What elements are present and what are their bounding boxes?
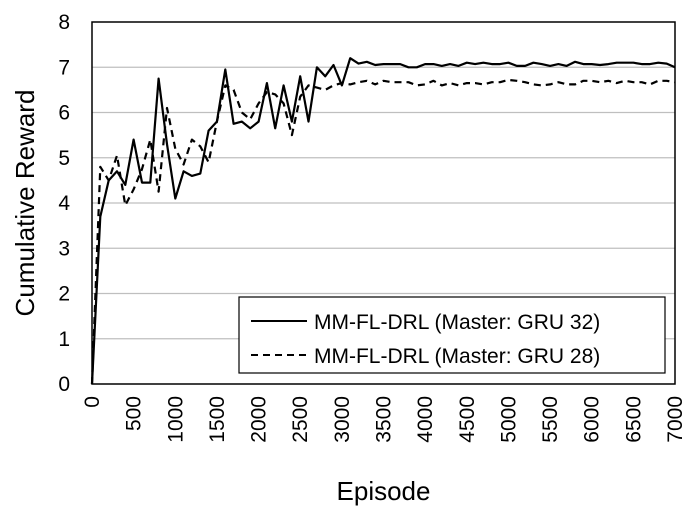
y-tick-label: 6 bbox=[58, 102, 70, 125]
y-tick-label: 2 bbox=[58, 283, 70, 306]
x-tick-label: 2000 bbox=[248, 396, 271, 443]
x-tick-label: 3000 bbox=[331, 396, 354, 443]
x-tick-label: 1000 bbox=[164, 396, 187, 443]
x-tick-label: 3500 bbox=[373, 396, 396, 443]
y-tick-label: 4 bbox=[58, 192, 70, 215]
y-tick-label: 3 bbox=[58, 237, 70, 260]
y-tick-label: 1 bbox=[58, 328, 70, 351]
x-axis-ticks: 0 500 1000 1500 2000 2500 3000 3500 4000 4500 5000… bbox=[81, 396, 687, 443]
y-axis-title: Cumulative Reward bbox=[10, 90, 40, 317]
legend-label-gru32: MM-FL-DRL (Master: GRU 32) bbox=[314, 311, 600, 334]
legend-label-gru28: MM-FL-DRL (Master: GRU 28) bbox=[314, 345, 600, 368]
y-tick-label: 7 bbox=[58, 56, 70, 79]
x-tick-label: 6500 bbox=[622, 396, 645, 443]
x-tick-label: 500 bbox=[123, 396, 146, 431]
legend: MM-FL-DRL (Master: GRU 32) MM-FL-DRL (Ma… bbox=[238, 296, 666, 374]
x-tick-label: 6000 bbox=[581, 396, 604, 443]
y-tick-label: 8 bbox=[58, 11, 70, 34]
plot-area-frame bbox=[91, 21, 676, 385]
x-axis-title: Episode bbox=[337, 476, 431, 506]
x-tick-label: 5500 bbox=[539, 396, 562, 443]
x-tick-label: 7000 bbox=[664, 396, 687, 443]
y-axis-ticks: 0 1 2 3 4 5 6 7 8 bbox=[58, 11, 70, 396]
gridlines bbox=[92, 66, 675, 340]
x-tick-label: 5000 bbox=[497, 396, 520, 443]
x-tick-label: 1500 bbox=[206, 396, 229, 443]
y-tick-label: 0 bbox=[58, 373, 70, 396]
series-line-gru32 bbox=[90, 57, 676, 385]
x-tick-label: 0 bbox=[81, 396, 104, 408]
x-tick-label: 4500 bbox=[456, 396, 479, 443]
x-tick-label: 4000 bbox=[414, 396, 437, 443]
legend-box bbox=[238, 296, 666, 374]
series-line-gru28 bbox=[90, 78, 676, 385]
x-tick-label: 2500 bbox=[289, 396, 312, 443]
series-lines bbox=[90, 57, 676, 385]
y-tick-label: 5 bbox=[58, 147, 70, 170]
